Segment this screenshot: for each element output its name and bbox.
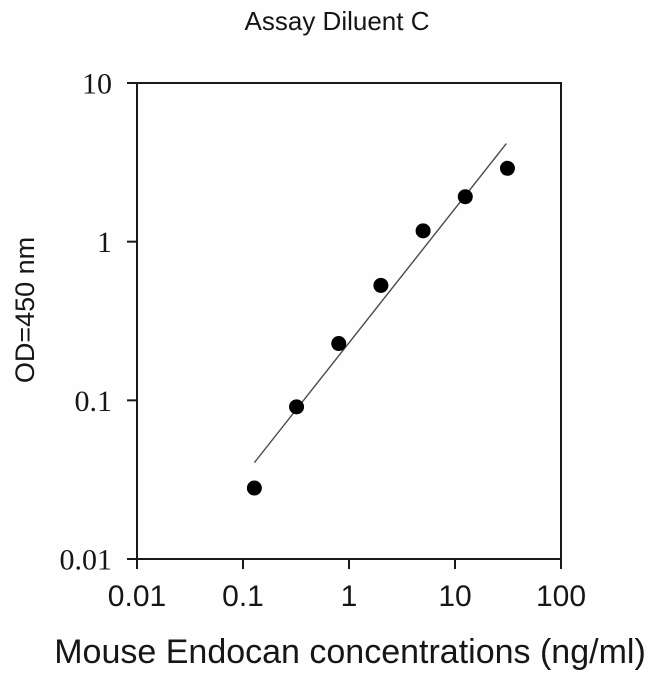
x-tick-label: 0.1 (222, 580, 264, 613)
plot-area: 0.01 0.1 1 10 100 10 1 0.1 0.01 (60, 68, 587, 614)
y-tick-label: 0.1 (75, 385, 113, 418)
y-tick-label: 10 (82, 68, 112, 101)
chart-title: Assay Diluent C (245, 6, 430, 36)
y-tick-label: 0.01 (60, 544, 113, 577)
x-axis-label: Mouse Endocan concentrations (ng/ml) (54, 633, 646, 671)
x-tick-label: 10 (438, 580, 471, 613)
data-point (289, 399, 305, 415)
data-point (373, 277, 389, 293)
data-point (457, 189, 473, 205)
data-point (246, 480, 262, 496)
x-tick-label: 0.01 (108, 580, 166, 613)
x-tick-label: 1 (341, 580, 358, 613)
data-point (499, 160, 515, 176)
x-tick-label: 100 (536, 580, 586, 613)
y-axis-label: OD=450 nm (10, 237, 40, 383)
data-point (331, 336, 347, 352)
y-tick-label: 1 (97, 226, 112, 259)
data-point (415, 223, 431, 239)
